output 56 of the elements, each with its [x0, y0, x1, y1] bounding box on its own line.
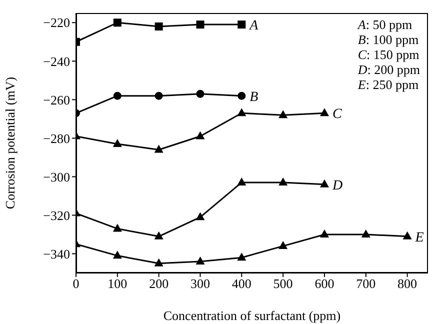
- point: [112, 250, 122, 259]
- y-tick-label: −280: [43, 130, 70, 146]
- x-tick-label: 600: [314, 276, 334, 292]
- point: [238, 20, 246, 29]
- x-tick-label: 400: [232, 276, 252, 292]
- point: [278, 241, 288, 250]
- point: [113, 92, 122, 100]
- annotation: D: 200 ppm: [358, 62, 420, 77]
- x-tick-label: 200: [149, 276, 169, 292]
- point: [154, 92, 163, 100]
- x-tick-label: 700: [356, 276, 376, 292]
- x-tick-label: 100: [108, 276, 128, 292]
- point: [154, 22, 163, 30]
- y-tick-label: −300: [43, 169, 70, 184]
- x-axis-title: Concentration of surfactant (ppm): [163, 308, 341, 323]
- point: [196, 20, 204, 29]
- point: [237, 252, 246, 261]
- y-tick-label: −340: [43, 246, 70, 262]
- x-tick-label: 500: [273, 276, 293, 292]
- point: [112, 138, 122, 147]
- y-tick-label: −320: [43, 208, 70, 223]
- point: [278, 110, 288, 118]
- point: [196, 90, 204, 98]
- point: [320, 179, 329, 188]
- y-axis-title: Corrosion potential (mV): [2, 76, 18, 210]
- point: [196, 131, 205, 140]
- y-tick-label: −260: [43, 92, 70, 108]
- series-label: B: [250, 90, 259, 105]
- point: [361, 229, 370, 238]
- series-label: C: [332, 107, 342, 122]
- point: [278, 177, 288, 186]
- series-label: D: [331, 178, 343, 194]
- point: [237, 108, 246, 116]
- point: [196, 256, 205, 264]
- point: [112, 224, 122, 232]
- point: [320, 229, 329, 238]
- point: [238, 92, 246, 100]
- annotation: A: 50 ppm: [358, 17, 414, 32]
- point: [402, 231, 412, 240]
- x-tick-label: 300: [190, 276, 210, 292]
- y-tick-label: −220: [43, 15, 70, 30]
- x-tick-label: 800: [398, 276, 418, 292]
- point: [113, 18, 122, 27]
- point: [154, 144, 164, 153]
- x-tick-label: 0: [72, 276, 80, 292]
- point: [154, 231, 164, 240]
- point: [154, 258, 164, 266]
- series-label: A: [248, 18, 259, 34]
- point: [237, 177, 246, 186]
- point: [196, 212, 205, 220]
- annotation: C: 150 ppm: [358, 47, 420, 62]
- annotation: E: 250 ppm: [358, 77, 420, 92]
- annotation: B: 100 ppm: [358, 32, 420, 47]
- point: [320, 108, 329, 116]
- series-label: E: [414, 230, 424, 246]
- y-tick-label: −240: [43, 54, 70, 69]
